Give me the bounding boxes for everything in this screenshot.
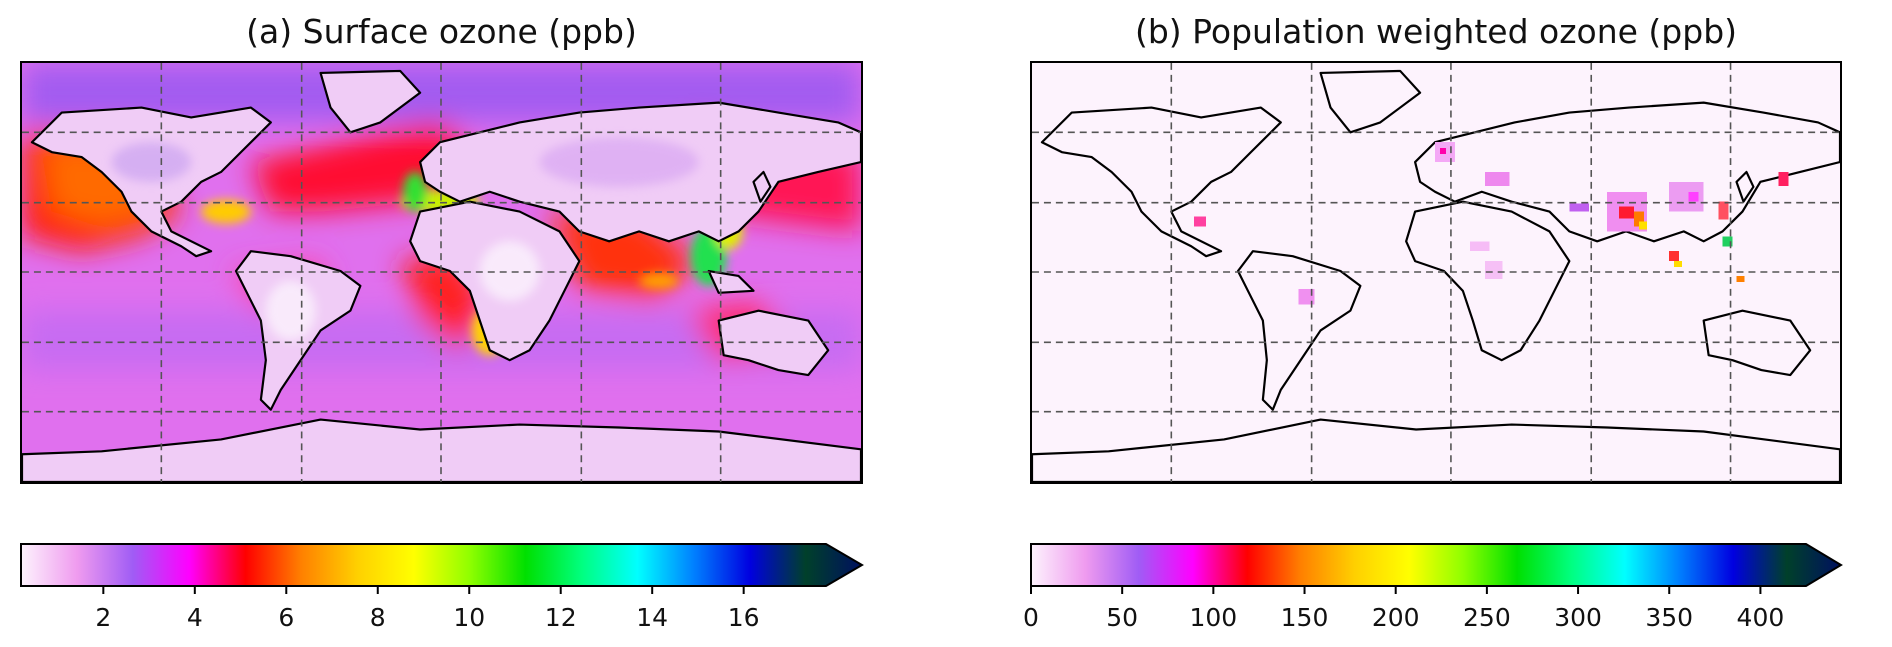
colorbar-tick-label: 150	[1280, 603, 1329, 632]
colorbar-tick-label: 4	[186, 603, 203, 632]
surface-ozone-map	[20, 61, 863, 484]
colorbar-gradient	[1030, 543, 1843, 587]
population-weighted-ozone-map	[1030, 61, 1842, 484]
colorbar-b	[1030, 543, 1843, 594]
colorbar-tick-label: 0	[1023, 603, 1039, 632]
colorbar-tick-label: 16	[727, 603, 760, 632]
colorbar-tick-label: 400	[1736, 603, 1785, 632]
colorbar-gradient	[20, 543, 864, 587]
panel-a-title: (a) Surface ozone (ppb)	[246, 12, 637, 51]
colorbar-tick-label: 350	[1645, 603, 1694, 632]
colorbar-tick-label: 6	[278, 603, 295, 632]
colorbar-tick-label: 100	[1189, 603, 1238, 632]
colorbar-tick-label: 8	[369, 603, 386, 632]
colorbar-tick-label: 200	[1371, 603, 1420, 632]
colorbar-tick-label: 250	[1463, 603, 1511, 632]
colorbar-tick-label: 14	[636, 603, 669, 632]
colorbar-tick-label: 2	[95, 603, 112, 632]
colorbar-a	[20, 543, 864, 594]
colorbar-tick-label: 50	[1106, 603, 1139, 632]
panel-b-title: (b) Population weighted ozone (ppb)	[1134, 12, 1738, 51]
colorbar-tick-label: 10	[453, 603, 486, 632]
colorbar-tick-label: 12	[544, 603, 577, 632]
colorbar-tick-label: 300	[1554, 603, 1602, 632]
